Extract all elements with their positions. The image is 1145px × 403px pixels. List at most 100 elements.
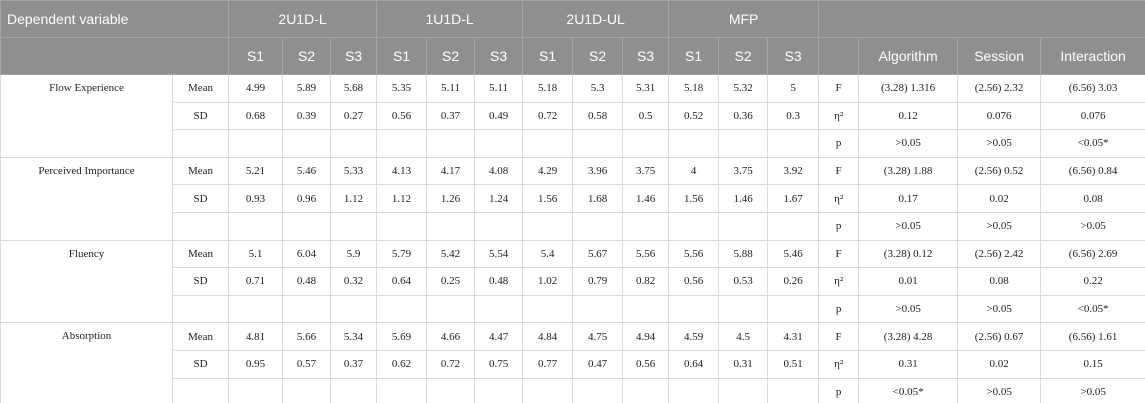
variable-name: Absorption bbox=[0, 322, 173, 403]
value-cell: 0.72 bbox=[522, 101, 574, 131]
value-cell: 0.56 bbox=[668, 267, 720, 296]
result-cell: >0.05 bbox=[858, 129, 959, 158]
value-cell: 3.75 bbox=[622, 156, 670, 186]
empty-cell bbox=[622, 129, 670, 158]
empty-cell bbox=[228, 377, 284, 403]
value-cell: 0.75 bbox=[474, 349, 524, 379]
stat-label: SD bbox=[171, 101, 230, 131]
value-cell: 0.27 bbox=[330, 101, 378, 131]
result-cell: 0.15 bbox=[1040, 349, 1145, 379]
test-label: F bbox=[818, 239, 860, 269]
value-cell: 1.46 bbox=[718, 184, 769, 213]
value-cell: 0.49 bbox=[474, 101, 524, 131]
value-cell: 0.36 bbox=[718, 101, 769, 131]
value-cell: 5.11 bbox=[426, 74, 476, 103]
value-cell: 5.9 bbox=[330, 239, 378, 269]
variable-name: Flow Experience bbox=[0, 74, 173, 158]
effect-header: Interaction bbox=[1040, 37, 1145, 75]
test-label: F bbox=[818, 74, 860, 103]
header-cell bbox=[818, 0, 1145, 38]
empty-cell bbox=[376, 129, 428, 158]
value-cell: 4.59 bbox=[668, 322, 720, 351]
stat-label: Mean bbox=[171, 239, 230, 269]
empty-cell bbox=[330, 377, 378, 403]
value-cell: 0.96 bbox=[282, 184, 332, 213]
value-cell: 5.1 bbox=[228, 239, 284, 269]
empty-cell bbox=[668, 211, 720, 241]
result-cell: (6.56) 3.03 bbox=[1040, 74, 1145, 103]
result-cell: (3.28) 1.88 bbox=[858, 156, 959, 186]
group-header: MFP bbox=[668, 0, 820, 38]
test-label: p bbox=[818, 129, 860, 158]
empty-cell bbox=[572, 294, 624, 324]
value-cell: 0.68 bbox=[228, 101, 284, 131]
value-cell: 5.67 bbox=[572, 239, 624, 269]
empty-cell bbox=[282, 129, 332, 158]
table-row: SD 0.71 0.48 0.32 0.64 0.25 0.48 1.02 0.79 0.82 0.… bbox=[1, 267, 1145, 296]
table-row: Perceived Importance Mean 5.21 5.46 5.33 4.13… bbox=[0, 156, 1145, 241]
result-cell: >0.05 bbox=[858, 294, 959, 324]
empty-cell bbox=[767, 294, 820, 324]
empty-cell bbox=[718, 129, 769, 158]
value-cell: 3.92 bbox=[767, 156, 820, 186]
result-cell: <0.05* bbox=[1040, 129, 1145, 158]
value-cell: 5.34 bbox=[330, 322, 378, 351]
value-cell: 4.99 bbox=[228, 74, 284, 103]
value-cell: 5.79 bbox=[376, 239, 428, 269]
table-row: p >0.05 >0.05 <0.05* bbox=[1, 129, 1145, 158]
value-cell: 5.56 bbox=[622, 239, 670, 269]
result-cell: <0.05* bbox=[858, 377, 959, 403]
empty-cell bbox=[282, 211, 332, 241]
value-cell: 1.24 bbox=[474, 184, 524, 213]
value-cell: 1.68 bbox=[572, 184, 624, 213]
value-cell: 5.54 bbox=[474, 239, 524, 269]
value-cell: 0.72 bbox=[426, 349, 476, 379]
value-cell: 1.56 bbox=[668, 184, 720, 213]
value-cell: 5.89 bbox=[282, 74, 332, 103]
value-cell: 0.62 bbox=[376, 349, 428, 379]
value-cell: 0.31 bbox=[718, 349, 769, 379]
variable-name: Fluency bbox=[0, 239, 173, 324]
result-cell: >0.05 bbox=[1040, 377, 1145, 403]
empty-cell bbox=[622, 377, 670, 403]
empty-cell bbox=[330, 129, 378, 158]
empty-cell bbox=[426, 294, 476, 324]
session-header: S1 bbox=[228, 37, 284, 75]
result-cell: >0.05 bbox=[957, 129, 1042, 158]
group-header: 1U1D-L bbox=[376, 0, 524, 38]
value-cell: 0.48 bbox=[474, 267, 524, 296]
empty-cell bbox=[376, 294, 428, 324]
empty-cell bbox=[426, 129, 476, 158]
value-cell: 5.21 bbox=[228, 156, 284, 186]
empty-cell bbox=[376, 211, 428, 241]
empty-cell bbox=[474, 211, 524, 241]
value-cell: 0.79 bbox=[572, 267, 624, 296]
empty-cell bbox=[718, 211, 769, 241]
empty-cell bbox=[228, 129, 284, 158]
table-row: SD 0.68 0.39 0.27 0.56 0.37 0.49 0.72 0.58 0.5 0.5… bbox=[1, 101, 1145, 131]
empty-cell bbox=[767, 377, 820, 403]
value-cell: 0.26 bbox=[767, 267, 820, 296]
value-cell: 0.58 bbox=[572, 101, 624, 131]
result-cell: <0.05* bbox=[1040, 294, 1145, 324]
value-cell: 5.68 bbox=[330, 74, 378, 103]
value-cell: 5.35 bbox=[376, 74, 428, 103]
stat-label: SD bbox=[171, 267, 230, 296]
value-cell: 4.31 bbox=[767, 322, 820, 351]
value-cell: 6.04 bbox=[282, 239, 332, 269]
result-cell: 0.076 bbox=[957, 101, 1042, 131]
value-cell: 0.5 bbox=[622, 101, 670, 131]
session-header: S1 bbox=[376, 37, 428, 75]
empty-cell bbox=[522, 129, 574, 158]
empty-cell bbox=[622, 294, 670, 324]
value-cell: 1.12 bbox=[376, 184, 428, 213]
header-row: Dependent variable 2U1D-L 1U1D-L 2U1D-UL MFP bbox=[0, 0, 1145, 38]
value-cell: 5.11 bbox=[474, 74, 524, 103]
result-cell: 0.02 bbox=[957, 349, 1042, 379]
session-header: S2 bbox=[426, 37, 476, 75]
value-cell: 4.94 bbox=[622, 322, 670, 351]
session-header: S3 bbox=[767, 37, 820, 75]
table-row: p >0.05 >0.05 <0.05* bbox=[1, 294, 1145, 324]
empty-cell bbox=[767, 129, 820, 158]
result-cell: 0.31 bbox=[858, 349, 959, 379]
